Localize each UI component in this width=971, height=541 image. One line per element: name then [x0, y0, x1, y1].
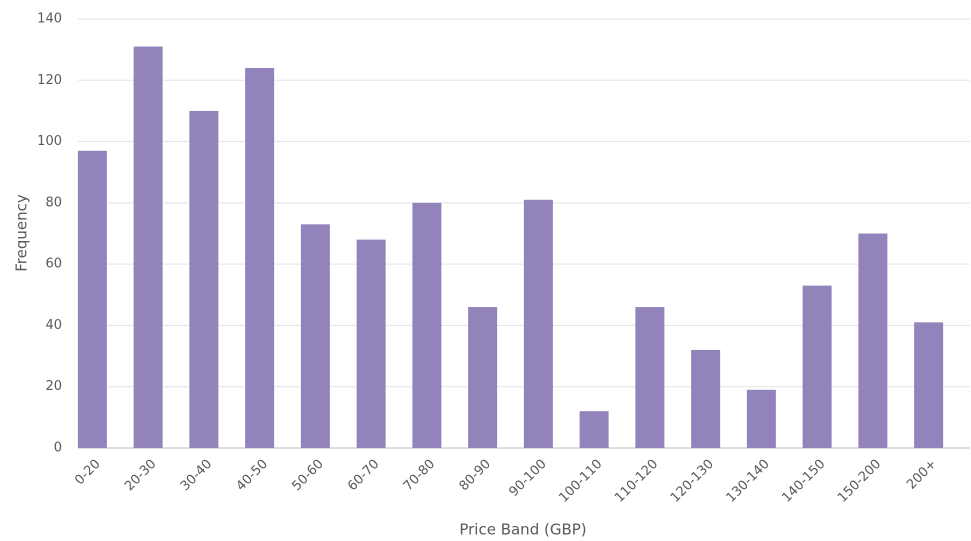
x-tick-label: 140-150	[779, 457, 828, 506]
x-tick-label: 200+	[904, 457, 940, 493]
x-tick-label: 130-140	[724, 457, 773, 506]
x-tick-label: 70-80	[401, 457, 438, 494]
x-axis-title: Price Band (GBP)	[459, 521, 586, 539]
y-axis-title: Frequency	[13, 194, 31, 272]
bar	[77, 150, 107, 448]
x-tick-label: 20-30	[122, 457, 159, 494]
x-tick-label: 120-130	[668, 457, 717, 506]
x-tick-label: 90-100	[507, 457, 550, 500]
y-tick-label: 140	[37, 12, 62, 27]
bar	[523, 199, 553, 448]
y-tick-label: 120	[37, 73, 62, 88]
bar	[133, 46, 163, 448]
x-tick-label: 80-90	[457, 457, 494, 494]
x-tick-label: 50-60	[289, 457, 326, 494]
x-tick-label: 0-20	[72, 457, 103, 488]
x-tick-label: 60-70	[345, 457, 382, 494]
y-tick-label: 40	[45, 318, 62, 333]
bar	[914, 322, 944, 448]
bar	[579, 411, 609, 448]
bar	[356, 239, 386, 448]
bar	[635, 307, 665, 448]
bar	[746, 389, 776, 448]
bar	[412, 202, 442, 448]
bar	[858, 233, 888, 448]
bar	[691, 349, 721, 448]
bar	[802, 285, 832, 448]
y-tick-label: 0	[54, 441, 62, 456]
y-tick-label: 80	[45, 195, 62, 210]
y-tick-label: 20	[45, 379, 62, 394]
x-tick-label: 100-110	[556, 457, 605, 506]
bar	[245, 68, 275, 449]
y-tick-label: 60	[45, 257, 62, 272]
bar	[189, 110, 219, 448]
y-tick-label: 100	[37, 134, 62, 149]
x-tick-label: 40-50	[234, 457, 271, 494]
bar	[468, 307, 498, 448]
x-tick-label: 110-120	[612, 457, 661, 506]
x-tick-label: 30-40	[178, 457, 215, 494]
x-tick-label: 150-200	[835, 457, 884, 506]
bar	[300, 224, 330, 448]
